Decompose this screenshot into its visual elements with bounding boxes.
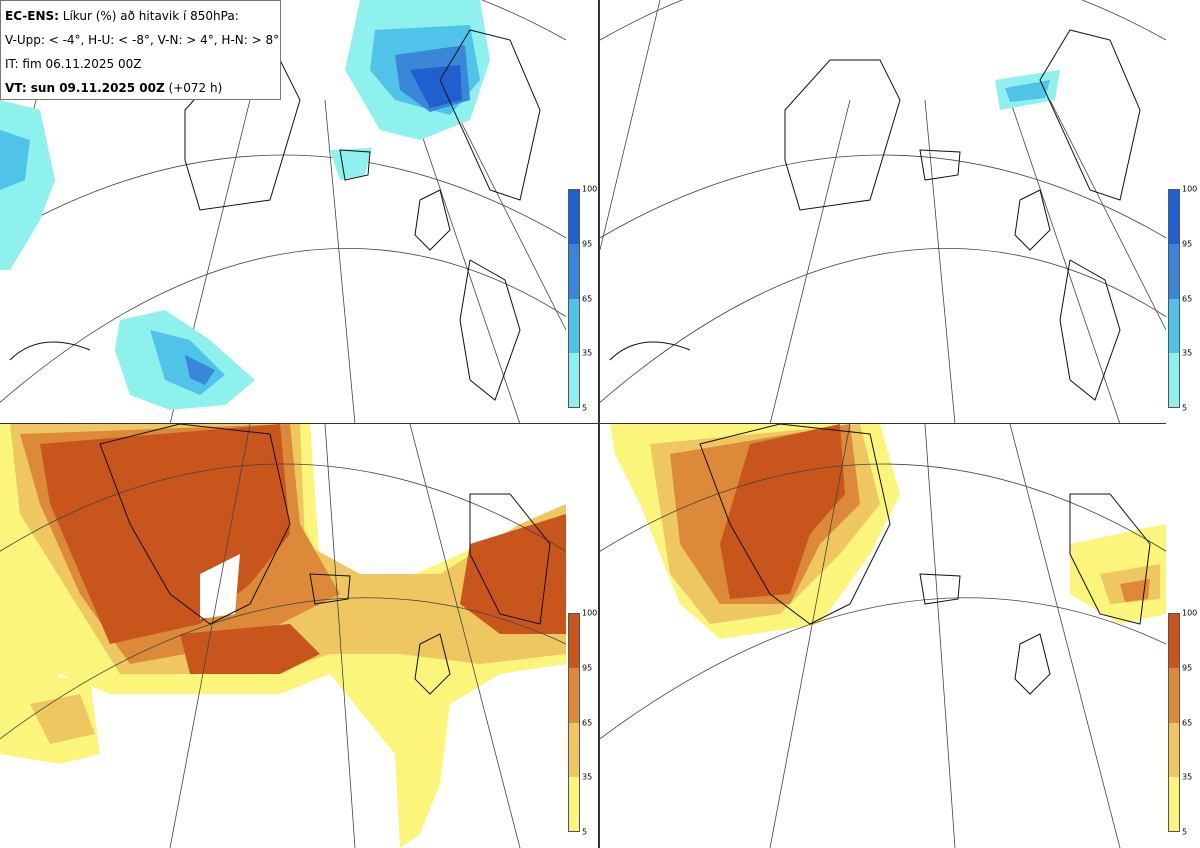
info-line-1: EC-ENS: Líkur (%) að hitavik í 850hPa: [5, 4, 276, 28]
map-info-box: EC-ENS: Líkur (%) að hitavik í 850hPa: V… [0, 0, 281, 100]
map-panel-bottom-right [600, 424, 1166, 848]
field-description: Líkur (%) að hitavik í 850hPa: [58, 9, 239, 23]
lead-time: (+072 h) [164, 81, 223, 95]
panel-divider-vertical [598, 0, 600, 848]
colorbar-cold-left [568, 189, 580, 408]
map-panel-top-left [0, 0, 566, 424]
map-panel-top-right [600, 0, 1166, 424]
colorbar-warm-right [1168, 613, 1180, 832]
model-label: EC-ENS: [5, 9, 59, 23]
map-panel-bottom-left [0, 424, 566, 848]
colorbar-cold-right [1168, 189, 1180, 408]
info-line-4: VT: sun 09.11.2025 00Z (+072 h) [5, 76, 276, 100]
panel-divider-horizontal [0, 423, 1166, 424]
valid-time: VT: sun 09.11.2025 00Z [5, 81, 165, 95]
init-time: IT: fim 06.11.2025 00Z [5, 57, 142, 71]
info-line-2: V-Upp: < -4°, H-U: < -8°, V-N: > 4°, H-N… [5, 33, 280, 47]
colorbar-warm-left [568, 613, 580, 832]
